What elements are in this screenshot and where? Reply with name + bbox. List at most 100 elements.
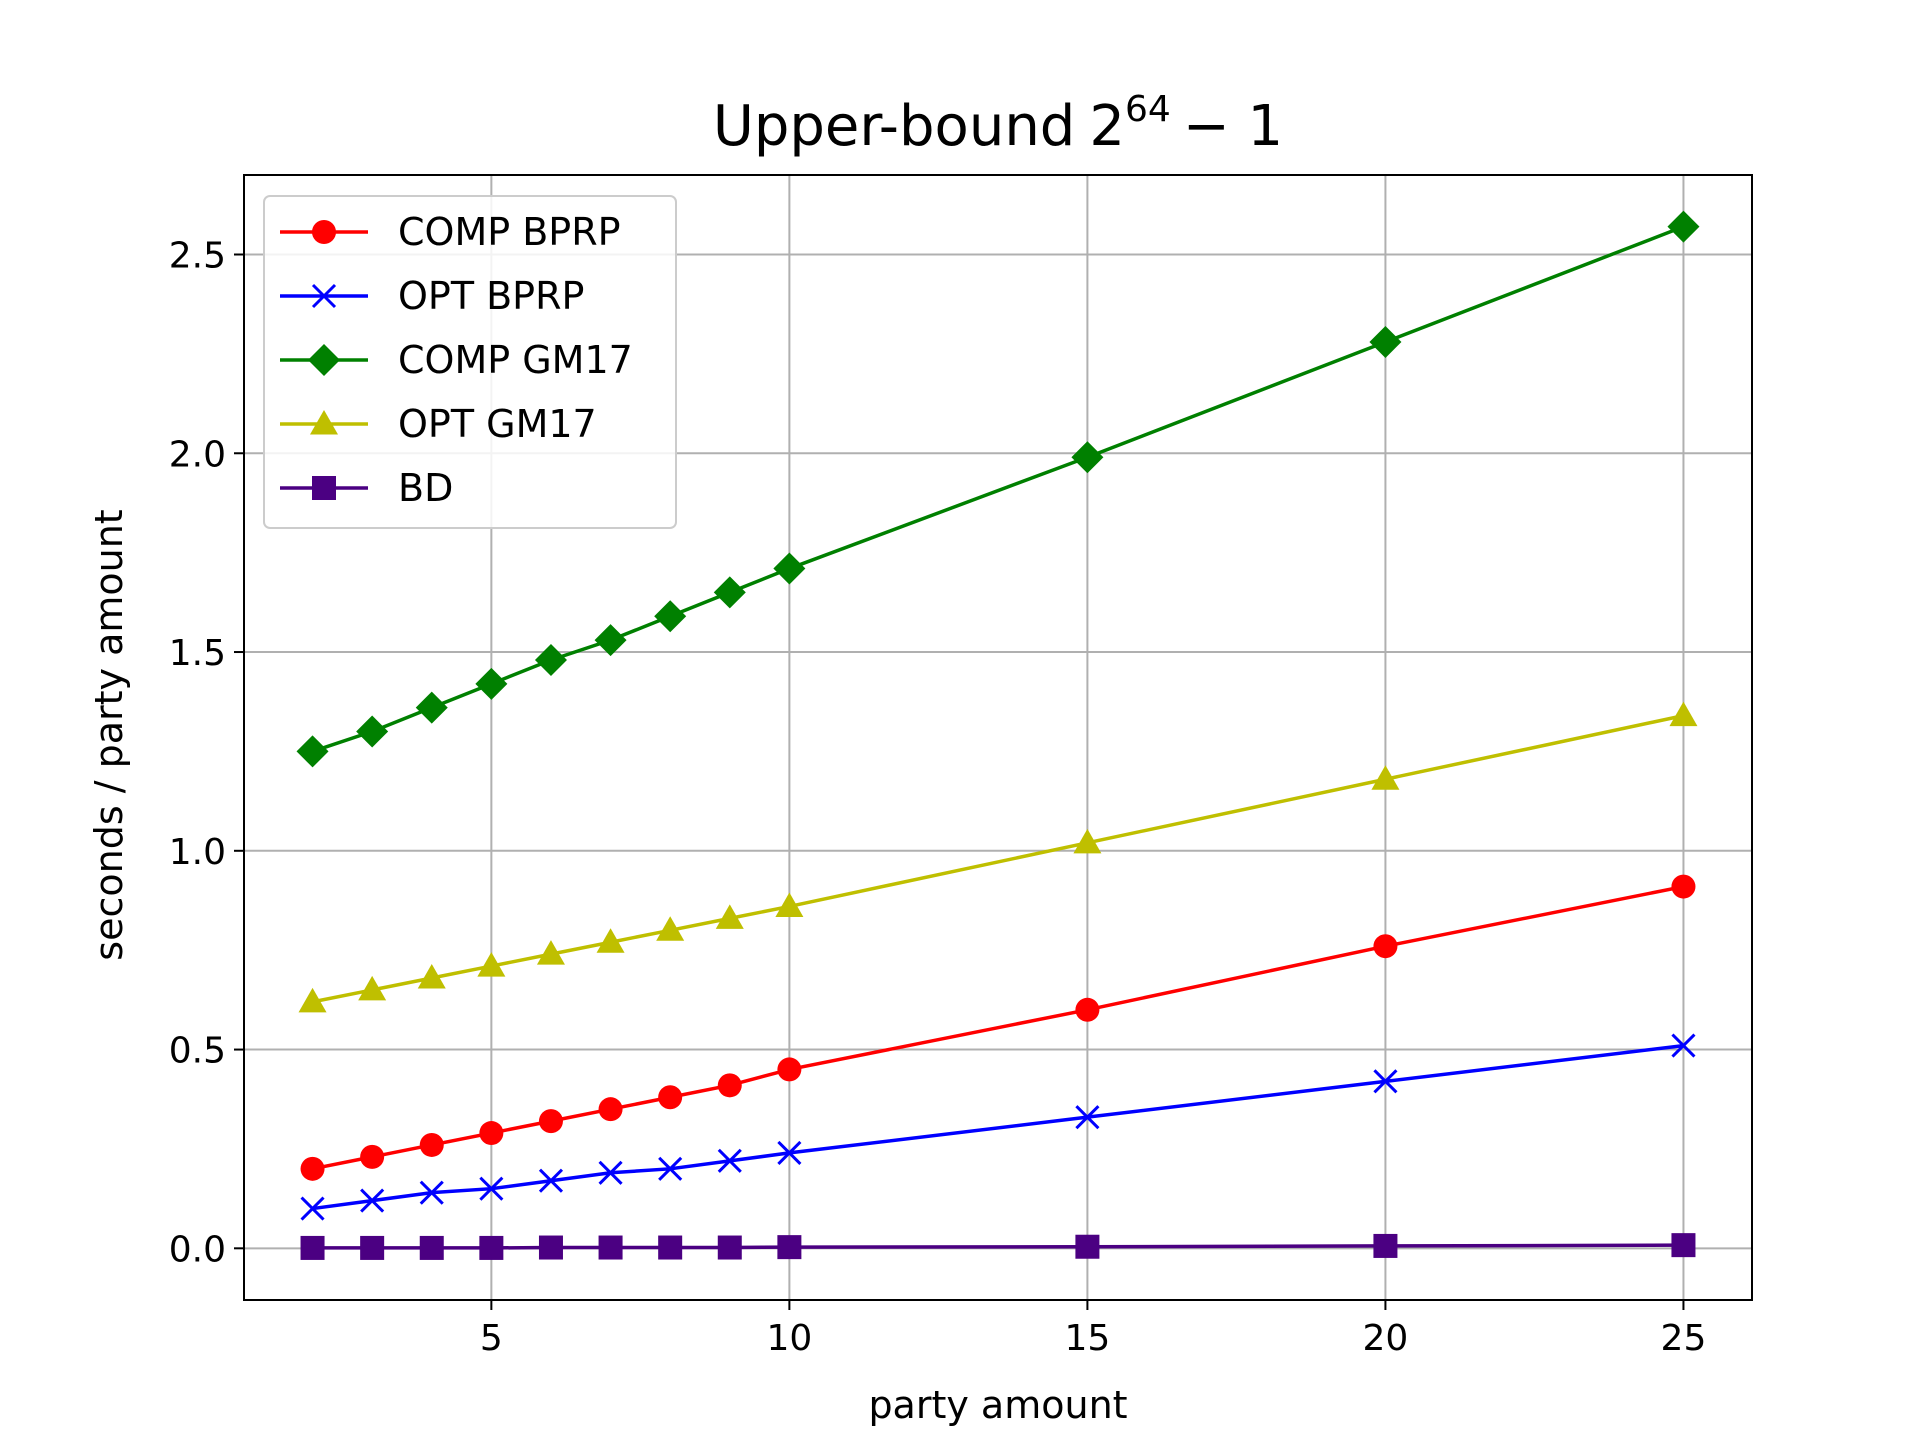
data-point	[298, 987, 327, 1013]
data-point	[715, 904, 744, 929]
data-point	[479, 1121, 504, 1146]
x-tick-label: 20	[1363, 1318, 1409, 1359]
y-tick-label: 1.0	[169, 832, 226, 873]
data-point	[479, 1176, 504, 1201]
data-point	[713, 576, 746, 609]
data-point	[538, 1109, 563, 1134]
legend-marker	[308, 344, 340, 376]
series-layer	[296, 210, 1700, 1260]
data-point	[1073, 828, 1102, 854]
data-point	[656, 916, 685, 941]
data-point	[658, 1085, 683, 1110]
data-point	[415, 691, 448, 724]
data-point	[419, 1235, 444, 1260]
legend: COMP BPRP OPT BPRP COMP GM17 OPT GM17 BD	[263, 195, 677, 529]
x-tick-label: 10	[766, 1318, 812, 1359]
data-point	[1373, 934, 1398, 959]
data-point	[358, 975, 387, 1001]
legend-item: COMP BPRP	[280, 210, 621, 254]
data-point	[658, 1235, 683, 1260]
data-point	[360, 1188, 385, 1213]
data-point	[773, 552, 806, 585]
data-point	[717, 1148, 742, 1173]
data-point	[1373, 1069, 1398, 1094]
y-tick-label: 2.0	[169, 434, 226, 475]
legend-label: OPT GM17	[398, 402, 597, 446]
data-point	[536, 940, 565, 965]
x-tick-label: 5	[480, 1318, 503, 1359]
x-axis-label: party amount	[868, 1383, 1127, 1427]
legend-marker	[311, 283, 337, 309]
series-comp-gm17	[296, 210, 1700, 768]
grid	[244, 175, 1752, 1300]
data-point	[596, 928, 625, 953]
y-tick-label: 1.5	[169, 633, 226, 674]
legend-label: OPT BPRP	[398, 274, 584, 318]
tick-labels: 5 10 15 20 25 0.0 0.5 1.0 1.5 2.0 2.5	[169, 236, 1707, 1359]
data-point	[654, 600, 687, 633]
legend-marker	[312, 220, 336, 244]
plot-frame	[243, 174, 1753, 1301]
data-point	[296, 735, 329, 768]
data-point	[1371, 765, 1400, 790]
data-point	[1671, 1233, 1696, 1258]
data-point	[1075, 1234, 1100, 1259]
series-line	[312, 713, 1684, 1004]
data-point	[1075, 997, 1100, 1022]
data-point	[717, 1073, 742, 1098]
data-point	[1373, 1233, 1398, 1258]
legend-item: BD	[280, 466, 453, 510]
series-opt-bprp	[300, 1033, 1696, 1221]
x-tick-label: 25	[1661, 1318, 1707, 1359]
data-point	[360, 1235, 385, 1260]
data-point	[1075, 1105, 1100, 1130]
legend-item: OPT GM17	[280, 402, 597, 446]
legend-marker	[312, 476, 336, 500]
data-point	[356, 715, 389, 748]
legend-item: OPT BPRP	[280, 274, 584, 318]
data-point	[777, 1235, 802, 1260]
data-point	[419, 1180, 444, 1205]
legend-label: COMP BPRP	[398, 210, 621, 254]
data-point	[598, 1235, 623, 1260]
data-point	[1671, 1033, 1696, 1058]
legend-box	[263, 195, 677, 529]
chart-title-suffix: − 1	[1183, 94, 1283, 159]
data-point	[538, 1235, 563, 1260]
data-point	[1369, 325, 1402, 358]
legend-item: COMP GM17	[280, 338, 633, 382]
legend-label: COMP GM17	[398, 338, 633, 382]
x-tick-label: 15	[1065, 1318, 1111, 1359]
axis-ticks	[234, 253, 1685, 1310]
chart-title: Upper-bound 264 − 1	[713, 89, 1283, 159]
series-bd	[300, 1233, 1696, 1260]
chart-title-exponent: 64	[1125, 89, 1171, 130]
data-point	[417, 964, 446, 989]
chart-title-text: Upper-bound	[713, 94, 1076, 159]
data-point	[1667, 210, 1700, 243]
data-point	[534, 643, 567, 676]
series-comp-bprp	[300, 874, 1696, 1181]
data-point	[594, 624, 627, 657]
data-point	[658, 1156, 683, 1181]
series-line	[312, 1043, 1684, 1211]
data-point	[717, 1235, 742, 1260]
data-point	[360, 1144, 385, 1169]
series-opt-gm17	[298, 701, 1698, 1013]
data-point	[1671, 874, 1696, 899]
legend-marker	[310, 410, 338, 435]
data-point	[598, 1097, 623, 1122]
data-point	[300, 1156, 325, 1181]
data-point	[598, 1160, 623, 1185]
data-point	[419, 1132, 444, 1157]
data-point	[777, 1057, 802, 1082]
data-point	[479, 1235, 504, 1260]
legend-label: BD	[398, 466, 453, 510]
data-point	[538, 1168, 564, 1193]
data-point	[1669, 701, 1698, 727]
data-point	[300, 1196, 325, 1221]
data-point	[300, 1235, 325, 1260]
data-point	[777, 1140, 802, 1165]
chart-title-base: 2	[1089, 94, 1125, 159]
data-point	[477, 952, 506, 977]
